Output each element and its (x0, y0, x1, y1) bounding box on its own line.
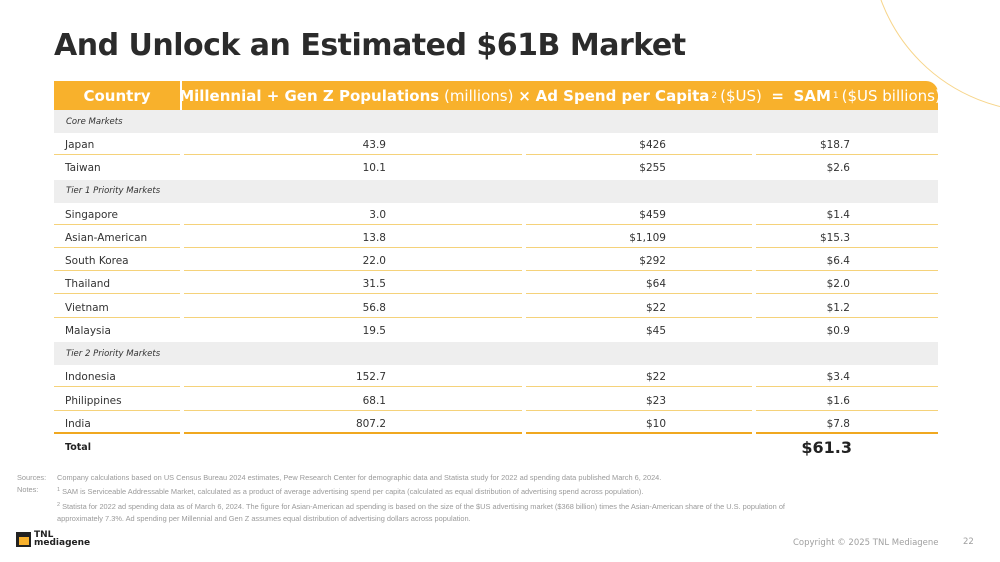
population-cell: 56.8 (184, 296, 522, 318)
sam-cell: $15.3 (756, 226, 938, 248)
table-row: Malaysia 19.5 $45 $0.9 (54, 319, 938, 342)
note-2-line: 2 Statista for 2022 ad spending data as o… (17, 499, 947, 513)
country-cell: Thailand (54, 272, 180, 295)
spend-cell: $255 (639, 162, 666, 175)
sam-cell: $1.6 (756, 389, 938, 411)
table-header: Country Millennial + Gen Z Populations (… (54, 81, 941, 110)
country-cell: South Korea (54, 249, 180, 272)
total-row: Total $61.3 (54, 435, 938, 463)
sources-line: Sources: Company calculations based on U… (17, 472, 947, 484)
spend-cell: $1,109 (526, 226, 752, 248)
spend-cell: $64 (526, 272, 752, 295)
table-body: Core Markets Japan 43.9 $426 $18.7 Taiwan 10.1… (54, 110, 938, 435)
note-2-marker: 2 (57, 501, 61, 508)
table-row: Japan 43.9 $426 $18.7 (54, 133, 938, 156)
sam-cell: $6.4 (756, 249, 938, 272)
header-sam-footnote: 1 (832, 90, 839, 101)
sources-label: Sources: (17, 473, 47, 482)
table-row: Philippines 68.1 $23 $1.6 (54, 389, 938, 412)
footnotes: Sources: Company calculations based on U… (17, 472, 947, 525)
spend-cell: $292 (526, 249, 752, 272)
note-1-marker: 1 (57, 487, 61, 494)
population-cell: 3.0 (184, 203, 522, 225)
sam-cell: $3.4 (756, 365, 938, 388)
section-header: Tier 1 Priority Markets (54, 179, 938, 203)
header-spend-footnote: 2 (711, 90, 718, 101)
note-1-text: SAM is Serviceable Addressable Market, c… (62, 487, 644, 497)
header-spend-unit: ($US) (720, 86, 762, 105)
header-population: Millennial + Gen Z Populations (179, 86, 440, 105)
company-logo: TNL mediagene (16, 530, 91, 548)
spend-cell: $10 (526, 412, 752, 434)
notes-label: Notes: (17, 485, 39, 495)
sources-text: Company calculations based on US Census … (57, 473, 662, 482)
population-cell: 10.1 (362, 162, 386, 175)
total-label: Total (65, 442, 91, 454)
note-2-continuation: approximately 7.3%. Ad spending per Mill… (17, 513, 947, 525)
sam-cell: $0.9 (826, 325, 850, 338)
population-cell: 13.8 (184, 226, 522, 248)
population-cell: 22.0 (184, 249, 522, 272)
table-row: Singapore 3.0 $459 $1.4 (54, 203, 938, 226)
population-cell: 807.2 (184, 412, 522, 434)
header-spend: Ad Spend per Capita (535, 86, 710, 105)
header-sam-unit: ($US billions) (841, 86, 941, 105)
section-header: Tier 2 Priority Markets (54, 342, 938, 366)
header-times: × (518, 86, 531, 105)
sam-cell: $1.2 (756, 296, 938, 318)
population-cell: 31.5 (184, 272, 522, 295)
spend-cell: $22 (526, 296, 752, 318)
population-cell: 19.5 (362, 325, 386, 338)
note-1-line: Notes: 1 SAM is Serviceable Addressable M… (17, 484, 947, 498)
table-row: Thailand 31.5 $64 $2.0 (54, 272, 938, 295)
slide-title: And Unlock an Estimated $61B Market (54, 28, 686, 63)
table-row: Vietnam 56.8 $22 $1.2 (54, 296, 938, 319)
spend-cell: $23 (526, 389, 752, 411)
sam-cell: $2.0 (756, 272, 938, 295)
total-value: $61.3 (801, 438, 852, 458)
logo-mark-icon (16, 531, 31, 547)
header-equals: = (771, 86, 784, 105)
spend-cell: $459 (526, 203, 752, 225)
country-cell: Philippines (54, 389, 180, 411)
note-2-text: Statista for 2022 ad spending data as of… (62, 501, 785, 511)
sam-cell: $1.4 (756, 203, 938, 225)
note-2-cont-text: approximately 7.3%. Ad spending per Mill… (57, 513, 471, 523)
sam-cell: $18.7 (756, 133, 938, 155)
header-country: Country (54, 81, 180, 110)
header-population-unit: (millions) (443, 86, 514, 105)
country-cell: Singapore (54, 203, 180, 225)
country-cell: Vietnam (54, 296, 180, 318)
country-cell: Indonesia (54, 365, 180, 388)
logo-line-2: mediagene (34, 538, 91, 548)
table-row: South Korea 22.0 $292 $6.4 (54, 249, 938, 272)
table-row: Indonesia 152.7 $22 $3.4 (54, 365, 938, 388)
population-cell: 152.7 (184, 365, 522, 388)
sam-cell: $2.6 (826, 162, 850, 175)
spend-cell: $22 (526, 365, 752, 388)
country-cell: Malaysia (65, 325, 111, 338)
header-formula: Millennial + Gen Z Populations (millions… (179, 81, 941, 110)
country-cell: India (54, 412, 180, 434)
logo-line-1: TNL (34, 530, 54, 540)
country-cell: Japan (54, 133, 180, 155)
section-header: Core Markets (54, 110, 938, 133)
population-cell: 43.9 (184, 133, 522, 155)
table-row: India 807.2 $10 $7.8 (54, 412, 938, 435)
table-row: Asian-American 13.8 $1,109 $15.3 (54, 226, 938, 249)
page-number: 22 (963, 537, 974, 547)
market-table: Country Millennial + Gen Z Populations (… (54, 81, 941, 463)
spend-cell: $426 (526, 133, 752, 155)
table-row: Taiwan 10.1 $255 $2.6 (54, 156, 938, 179)
population-cell: 68.1 (184, 389, 522, 411)
header-sam: SAM (793, 86, 831, 105)
spend-cell: $45 (645, 325, 666, 338)
sam-cell: $7.8 (756, 412, 938, 434)
country-cell: Taiwan (65, 162, 101, 175)
country-cell: Asian-American (54, 226, 180, 248)
copyright-text: Copyright © 2025 TNL Mediagene (793, 538, 939, 548)
